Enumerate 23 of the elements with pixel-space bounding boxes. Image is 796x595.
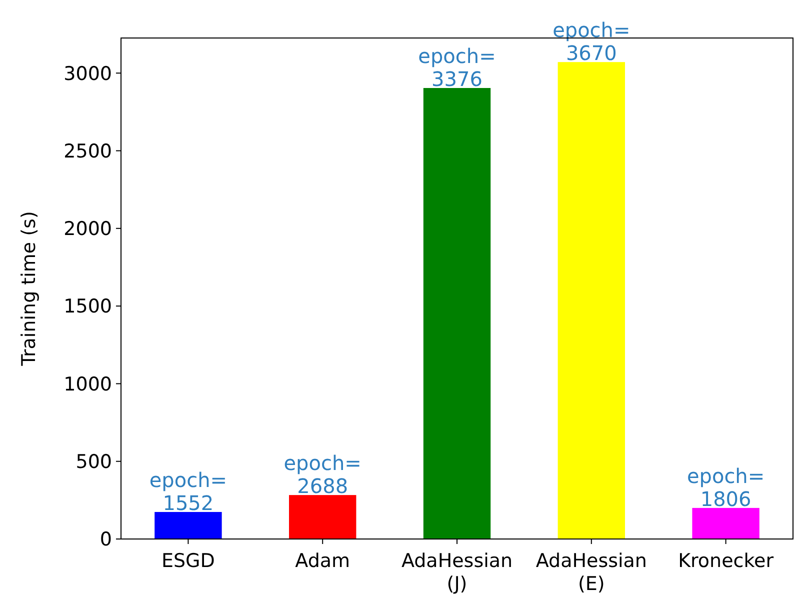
y-tick-label: 500 [76, 451, 112, 473]
y-tick-label: 1000 [64, 373, 112, 396]
y-tick-label: 0 [100, 528, 112, 551]
x-tick-label: AdaHessian (E) [536, 550, 647, 595]
bar [423, 88, 491, 539]
annotation: epoch= 2688 [284, 451, 362, 498]
annotation: epoch= 3670 [552, 18, 630, 66]
x-tick-label: ESGD [161, 550, 215, 572]
annotation: epoch= 1806 [686, 464, 765, 511]
y-tick-label: 2500 [64, 140, 112, 162]
y-tick-label: 3000 [64, 62, 112, 85]
x-tick-label: Kronecker [678, 550, 774, 572]
x-tick-label: Adam [295, 550, 350, 572]
bar [558, 62, 625, 539]
bar [289, 495, 356, 539]
y-tick-label: 2000 [64, 218, 112, 240]
y-tick-label: 1500 [64, 296, 112, 318]
bar [154, 512, 222, 539]
bar [692, 508, 760, 539]
x-tick-label: AdaHessian (J) [401, 550, 513, 595]
annotation: epoch= 1552 [149, 468, 228, 515]
annotation: epoch= 3376 [418, 44, 496, 92]
y-axis-title: Training time (s) [18, 211, 40, 367]
